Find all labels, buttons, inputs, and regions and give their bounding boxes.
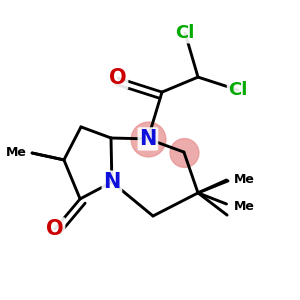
Text: N: N: [103, 172, 121, 192]
Text: Me: Me: [5, 146, 26, 160]
Text: Cl: Cl: [228, 81, 248, 99]
Text: O: O: [109, 68, 127, 88]
Text: Me: Me: [233, 172, 254, 186]
Text: Cl: Cl: [176, 24, 195, 42]
Text: O: O: [46, 219, 64, 239]
Text: Me: Me: [233, 200, 254, 213]
Circle shape: [170, 139, 199, 167]
Circle shape: [131, 122, 166, 157]
Text: N: N: [139, 129, 157, 149]
